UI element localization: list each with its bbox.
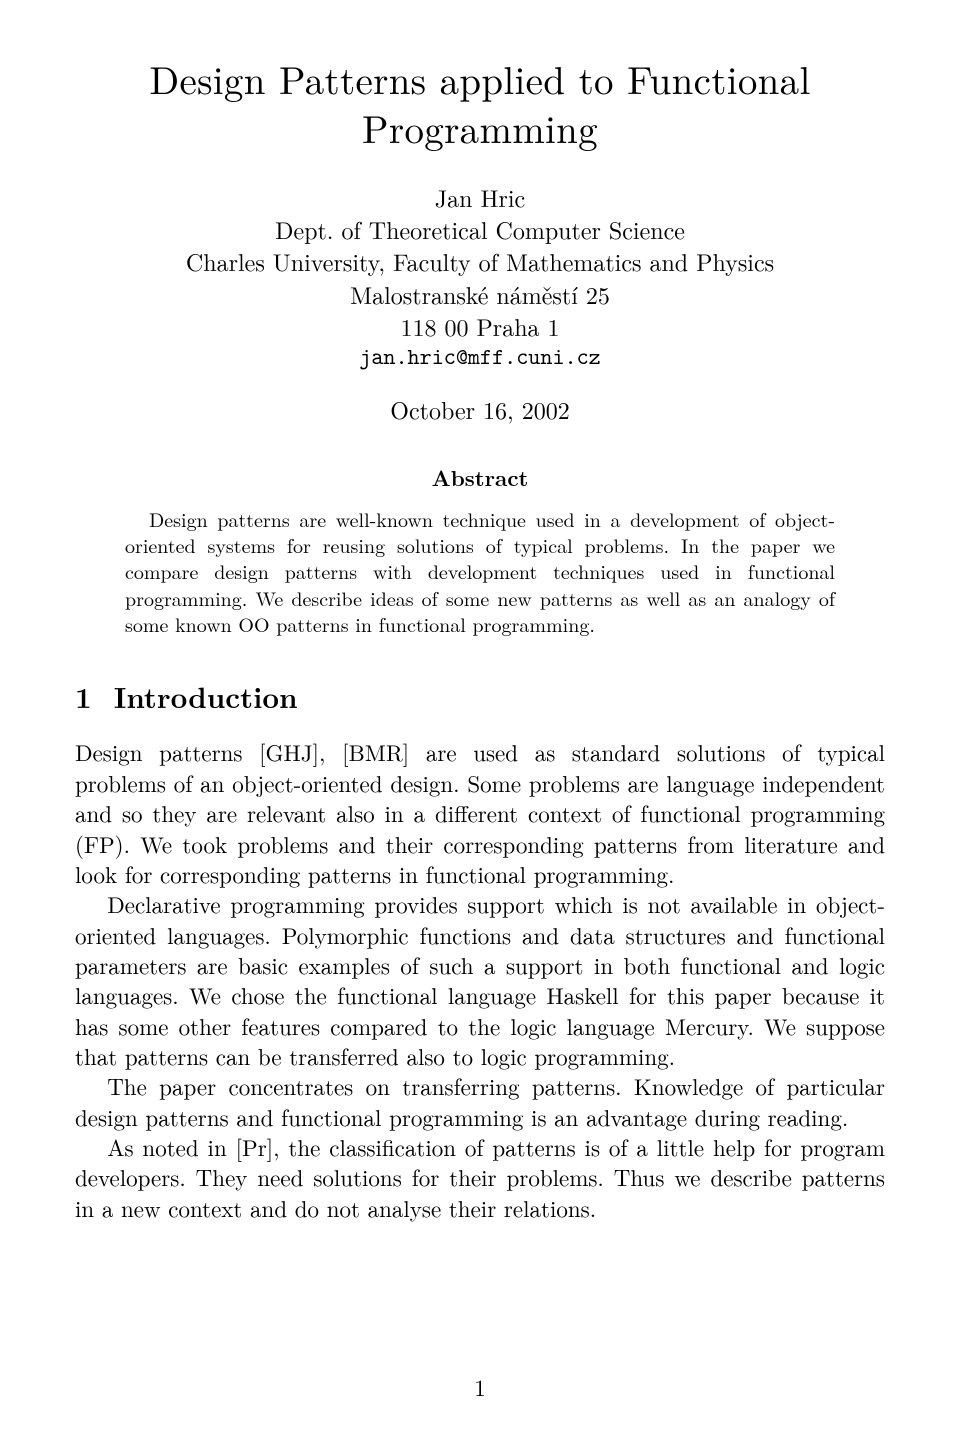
author-address1: Malostranské náměstí 25: [75, 278, 885, 310]
intro-para-1: Design patterns [GHJ], [BMR] are used as…: [75, 737, 885, 889]
paper-date: October 16, 2002: [75, 392, 885, 426]
paper-title: Design Patterns applied to Functional Pr…: [75, 55, 885, 153]
intro-para-2: Declarative programming provides support…: [75, 889, 885, 1071]
author-univ: Charles University, Faculty of Mathemati…: [75, 245, 885, 277]
abstract-heading: Abstract: [75, 462, 885, 493]
intro-para-4: As noted in [Pr], the classification of …: [75, 1132, 885, 1223]
author-dept: Dept. of Theoretical Computer Science: [75, 213, 885, 245]
intro-para-3: The paper concentrates on transferring p…: [75, 1071, 885, 1132]
author-email: jan.hric@mff.cuni.cz: [75, 342, 885, 373]
section-number: 1: [75, 675, 92, 717]
section-heading: 1 Introduction: [75, 675, 885, 717]
section-title: Introduction: [114, 675, 298, 717]
page-number: 1: [0, 1370, 960, 1403]
author-name: Jan Hric: [75, 181, 885, 213]
author-block: Jan Hric Dept. of Theoretical Computer S…: [75, 181, 885, 374]
abstract-text: Design patterns are well-known technique…: [125, 506, 835, 638]
author-address2: 118 00 Praha 1: [75, 310, 885, 342]
